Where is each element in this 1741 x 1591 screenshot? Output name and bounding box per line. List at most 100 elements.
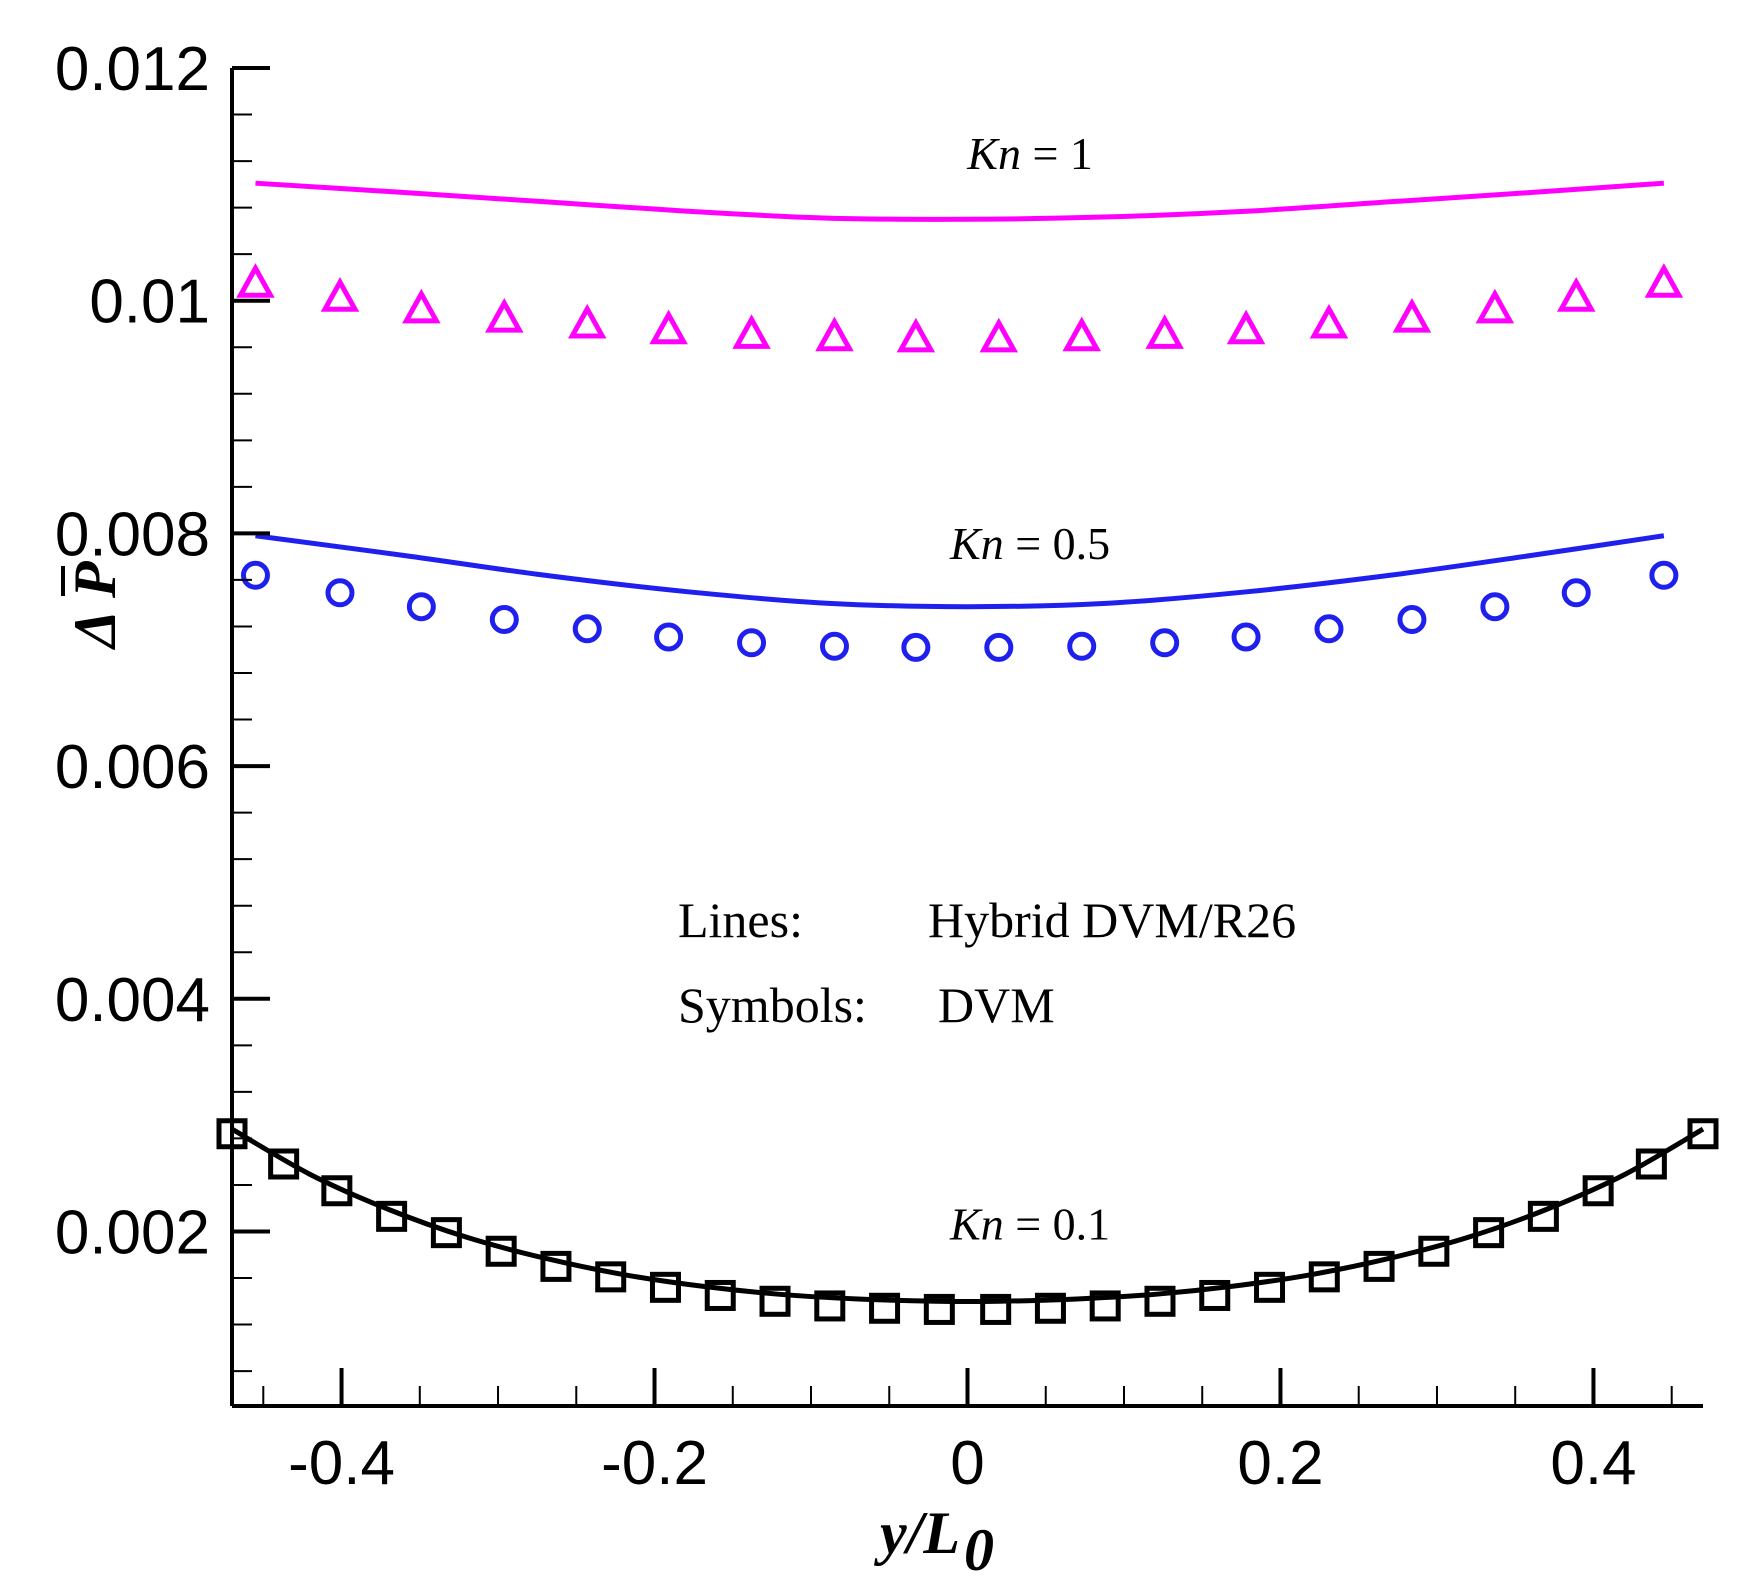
data-point-square bbox=[1254, 1271, 1286, 1303]
legend: Lines: Hybrid DVM/R26 Symbols: DVM bbox=[678, 892, 1296, 1033]
data-point-square bbox=[759, 1285, 791, 1317]
data-point-triangle bbox=[1392, 298, 1432, 333]
data-point-square bbox=[1582, 1175, 1614, 1207]
series-line bbox=[255, 180, 1665, 222]
series-kn-0-5-dvm bbox=[240, 560, 1679, 662]
data-point-triangle bbox=[732, 314, 771, 349]
data-point-square bbox=[649, 1271, 681, 1303]
data-point-square bbox=[595, 1261, 627, 1293]
data-point-square bbox=[1687, 1118, 1719, 1150]
legend-symbols-label: Symbols: bbox=[678, 977, 867, 1033]
data-point-square bbox=[1473, 1217, 1505, 1249]
data-point-triangle bbox=[896, 317, 936, 353]
curve-annotation-kn: Kn bbox=[949, 1199, 1004, 1250]
data-point-triangle bbox=[1145, 314, 1184, 349]
data-point-circle bbox=[1480, 592, 1510, 622]
data-point-square bbox=[1308, 1261, 1340, 1293]
data-point-circle bbox=[819, 631, 849, 661]
data-point-square bbox=[268, 1148, 300, 1180]
series-kn-0-1-hybrid-dvm-r26 bbox=[230, 1126, 1705, 1305]
data-point-circle bbox=[1314, 614, 1344, 644]
y-axis-title-symbol: P bbox=[62, 560, 128, 599]
curve-annotation-kn: Kn bbox=[966, 128, 1021, 179]
series-kn-0-5-hybrid-dvm-r26 bbox=[255, 533, 1665, 610]
y-tick-label: 0.006 bbox=[55, 733, 210, 802]
legend-lines-label: Lines: bbox=[678, 892, 803, 948]
plot-area: 0.002 0.004 0.006 0.008 0.01 0.012 -0.4 -0.2 0 0… bbox=[55, 35, 1719, 1498]
curve-annotation-kn: Kn bbox=[949, 518, 1004, 569]
annotations: Kn = 1Kn = 0.5Kn = 0.1 bbox=[949, 128, 1110, 1249]
data-point-square bbox=[1363, 1250, 1395, 1282]
legend-lines-value: Hybrid DVM/R26 bbox=[928, 892, 1296, 948]
data-point-square bbox=[1089, 1290, 1121, 1322]
data-point-square bbox=[321, 1175, 353, 1207]
data-point-square bbox=[1144, 1285, 1176, 1317]
x-tick-label: -0.2 bbox=[601, 1429, 708, 1498]
data-point-triangle bbox=[320, 277, 360, 312]
data-point-circle bbox=[737, 628, 767, 658]
curve-annotation-value: = 1 bbox=[1021, 128, 1093, 179]
x-tick-label: 0.4 bbox=[1550, 1429, 1636, 1498]
y-tick-label: 0.012 bbox=[55, 35, 210, 104]
series-layer bbox=[216, 180, 1719, 1325]
series-line bbox=[255, 533, 1665, 610]
data-point-square bbox=[540, 1250, 572, 1282]
x-tick-label: 0 bbox=[950, 1429, 984, 1498]
data-point-triangle bbox=[1644, 263, 1684, 298]
data-point-circle bbox=[489, 604, 519, 634]
x-tick-label: -0.4 bbox=[288, 1429, 395, 1498]
data-point-square bbox=[1635, 1148, 1667, 1180]
curve-annotation-value: = 0.1 bbox=[1004, 1199, 1110, 1250]
y-tick-label: 0.002 bbox=[55, 1198, 210, 1267]
data-point-circle bbox=[1231, 622, 1261, 652]
data-point-triangle bbox=[485, 298, 524, 333]
data-point-square bbox=[485, 1235, 517, 1267]
curve-annotation: Kn = 0.5 bbox=[949, 518, 1110, 569]
x-tick-label: 0.2 bbox=[1237, 1429, 1323, 1498]
curve-annotation: Kn = 1 bbox=[966, 128, 1093, 179]
data-point-square bbox=[814, 1290, 846, 1322]
data-point-square bbox=[1527, 1200, 1559, 1232]
data-point-circle bbox=[984, 632, 1014, 662]
data-point-circle bbox=[1150, 628, 1180, 658]
data-point-triangle bbox=[402, 288, 441, 324]
y-tick-label: 0.004 bbox=[55, 966, 210, 1035]
x-axis-title-subscript: 0 bbox=[964, 1517, 994, 1583]
x-axis-title: y/L bbox=[874, 1500, 960, 1566]
legend-symbols-value: DVM bbox=[938, 977, 1055, 1033]
data-point-triangle bbox=[649, 309, 688, 345]
curve-annotation: Kn = 0.1 bbox=[949, 1199, 1110, 1250]
data-point-square bbox=[704, 1279, 736, 1311]
y-axis-title: Δ P bbox=[61, 560, 128, 650]
x-ticks: -0.4 -0.2 0 0.2 0.4 bbox=[262, 1368, 1673, 1498]
y-tick-label: 0.01 bbox=[89, 268, 210, 337]
data-point-circle bbox=[240, 560, 270, 590]
data-point-square bbox=[430, 1217, 462, 1249]
series-kn-1-dvm bbox=[236, 263, 1684, 353]
data-point-square bbox=[376, 1200, 408, 1232]
data-point-triangle bbox=[567, 303, 607, 339]
data-point-square bbox=[1034, 1292, 1066, 1324]
y-tick-label: 0.008 bbox=[55, 500, 210, 569]
data-point-triangle bbox=[1062, 316, 1101, 352]
data-point-triangle bbox=[1556, 277, 1596, 312]
data-point-triangle bbox=[1226, 309, 1266, 345]
data-point-square bbox=[923, 1293, 955, 1325]
data-point-circle bbox=[1649, 560, 1679, 590]
data-point-triangle bbox=[236, 263, 275, 298]
data-point-circle bbox=[1067, 631, 1097, 661]
data-point-circle bbox=[901, 632, 931, 662]
data-point-circle bbox=[1561, 578, 1591, 608]
series-kn-1-hybrid-dvm-r26 bbox=[255, 180, 1665, 222]
data-point-square bbox=[869, 1292, 901, 1324]
y-ticks: 0.002 0.004 0.006 0.008 0.01 0.012 bbox=[55, 35, 270, 1373]
axes-layer: 0.002 0.004 0.006 0.008 0.01 0.012 -0.4 -0.2 0 0… bbox=[55, 35, 1703, 1498]
data-point-triangle bbox=[979, 317, 1019, 353]
series-kn-0-1-dvm bbox=[216, 1118, 1719, 1325]
data-point-triangle bbox=[1475, 288, 1515, 324]
data-point-circle bbox=[572, 614, 602, 644]
data-point-circle bbox=[654, 622, 684, 652]
data-point-square bbox=[1418, 1235, 1450, 1267]
